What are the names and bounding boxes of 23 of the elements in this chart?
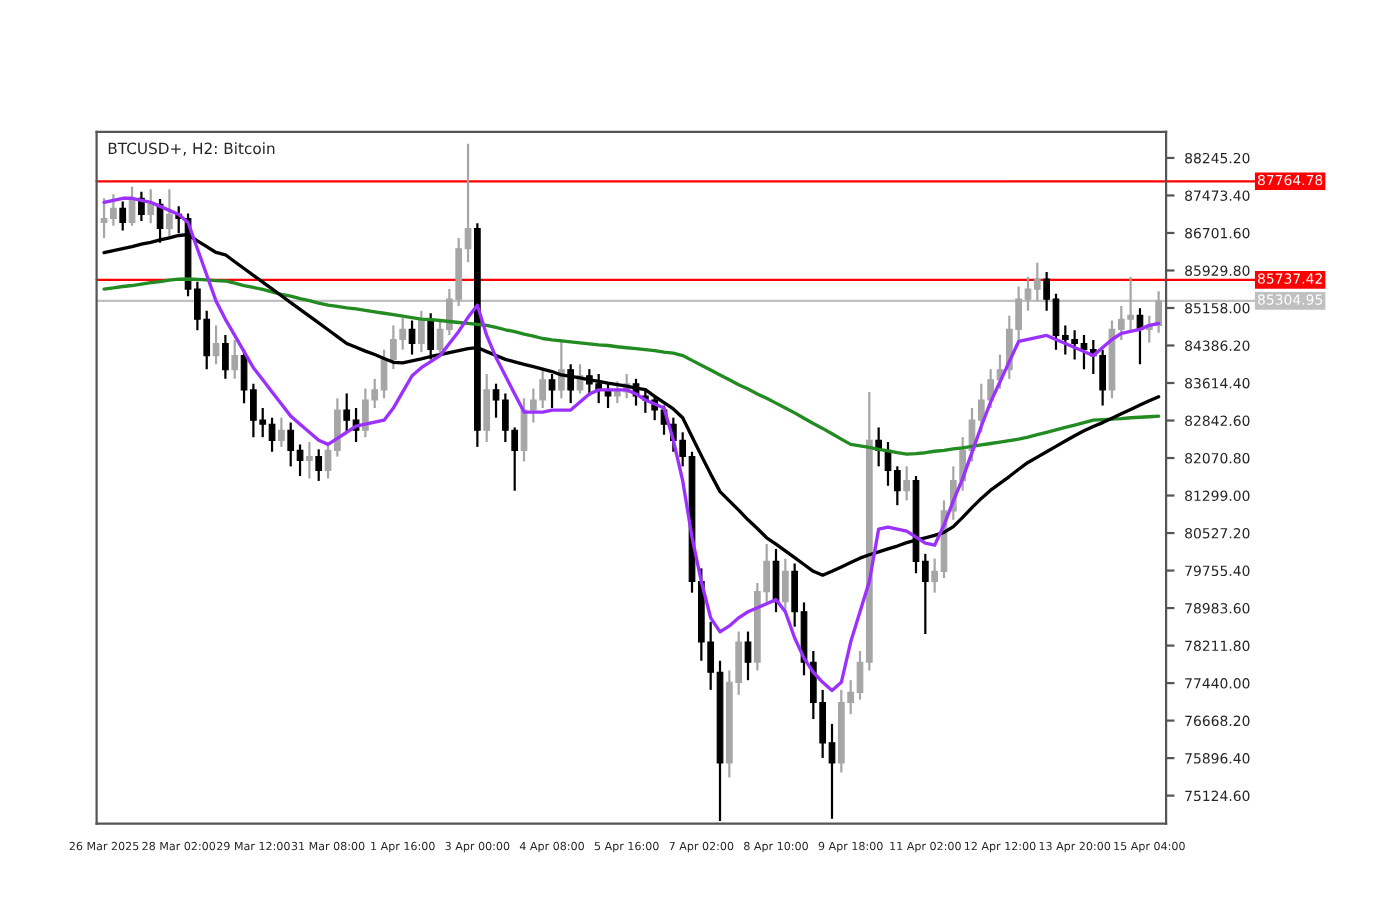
candlestick bbox=[1155, 290, 1162, 334]
candlestick bbox=[278, 416, 285, 448]
candlestick bbox=[418, 309, 425, 354]
candlestick bbox=[558, 338, 565, 400]
candlestick bbox=[128, 185, 136, 227]
candlestick bbox=[166, 188, 173, 240]
candlestick bbox=[306, 440, 313, 480]
candlestick bbox=[287, 421, 295, 468]
candlestick bbox=[903, 465, 911, 502]
candlestick bbox=[781, 557, 789, 614]
candlestick bbox=[147, 188, 155, 225]
candlestick bbox=[231, 338, 239, 380]
candlestick bbox=[222, 333, 229, 380]
candlestick bbox=[744, 630, 752, 682]
candlestick bbox=[119, 200, 127, 232]
candlestick bbox=[567, 363, 575, 405]
candlestick bbox=[427, 312, 435, 361]
candlestick bbox=[548, 372, 556, 410]
candlestick bbox=[315, 448, 323, 483]
candlestick bbox=[483, 372, 491, 444]
candlestick bbox=[343, 392, 351, 434]
candlestick bbox=[1033, 261, 1041, 303]
candlestick bbox=[212, 324, 220, 366]
